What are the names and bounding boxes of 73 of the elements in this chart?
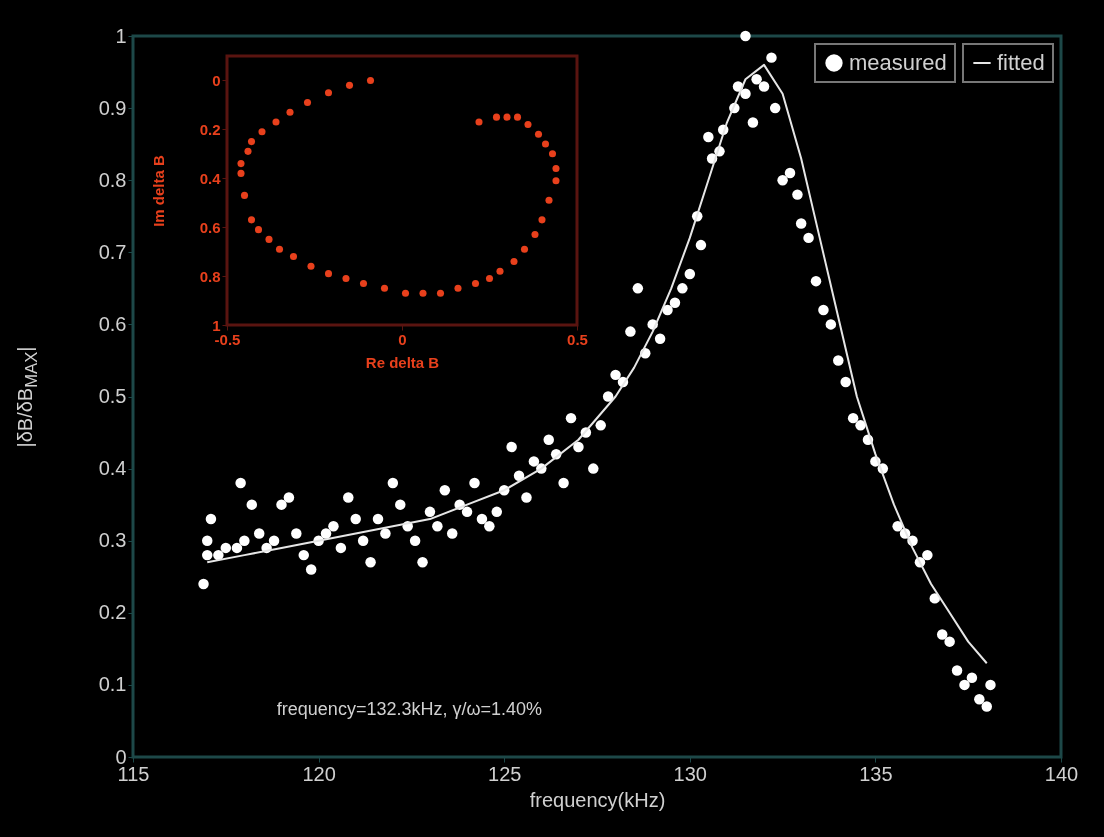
y-tick-label: 0.6 [98,312,127,335]
point [510,257,518,265]
y-tick-label: 0.9 [98,96,127,119]
point [244,147,252,155]
x-tick-label: 0.5 [567,330,588,348]
point [520,245,529,253]
y-tick-label: 0.4 [199,169,222,187]
x-axis-title: frequency(kHz) [529,788,666,811]
point [538,216,546,224]
point [534,130,543,138]
point [552,177,560,185]
point [503,113,511,121]
point [272,118,280,126]
point [454,284,462,292]
annotation: frequency=132.3kHz, γ/ω=1.40% [276,699,543,721]
y-tick-label: 0.2 [199,120,221,138]
y-tick-label: 0.5 [98,385,127,407]
point [419,289,427,297]
x-tick-label: 120 [302,762,336,785]
point [265,235,273,243]
point [289,253,298,261]
point [475,118,483,126]
point [359,279,368,287]
x-axis-title: Re delta B [365,353,440,371]
point [286,108,294,116]
point [541,140,550,148]
x-tick-label: 125 [488,762,522,785]
y-tick-label: 0.8 [199,267,221,285]
y-tick-label: 0.1 [98,673,127,696]
point [492,113,501,121]
point [324,89,333,97]
y-tick-label: 0 [212,71,221,89]
x-tick-label: 140 [1044,762,1079,785]
point [552,164,560,173]
point [548,150,557,158]
legend-label: measured [849,50,947,75]
point [307,262,315,270]
point [524,120,532,128]
point [240,191,249,199]
y-tick-label: 0 [115,745,127,768]
y-axis-title: Im delta B [149,154,167,227]
point [237,169,245,177]
point [485,275,494,283]
point [545,196,553,204]
point [531,230,539,239]
point [401,289,410,297]
point [324,270,333,278]
point [237,160,245,168]
point [345,81,354,89]
point [254,226,263,234]
y-tick-label: 0.6 [199,218,221,236]
y-tick-label: 0.2 [98,601,127,624]
x-tick-label: 0 [398,330,407,348]
y-tick-label: 1 [115,24,127,47]
point [380,284,389,292]
x-tick-label: 135 [859,762,893,785]
point [471,279,480,287]
y-tick-label: 0.3 [98,529,127,552]
y-tick-label: 0.7 [98,240,127,263]
point [436,289,445,297]
point [247,138,256,146]
point [366,76,375,84]
point [247,216,256,224]
point [513,113,522,121]
legend-label: fitted [997,50,1045,75]
point [496,267,504,275]
point [275,245,284,253]
point [303,98,312,106]
point [342,275,350,283]
y-tick-label: 0.4 [98,457,127,480]
x-tick-label: 130 [673,762,707,785]
y-tick-label: 0.8 [98,168,127,191]
point [258,128,266,136]
